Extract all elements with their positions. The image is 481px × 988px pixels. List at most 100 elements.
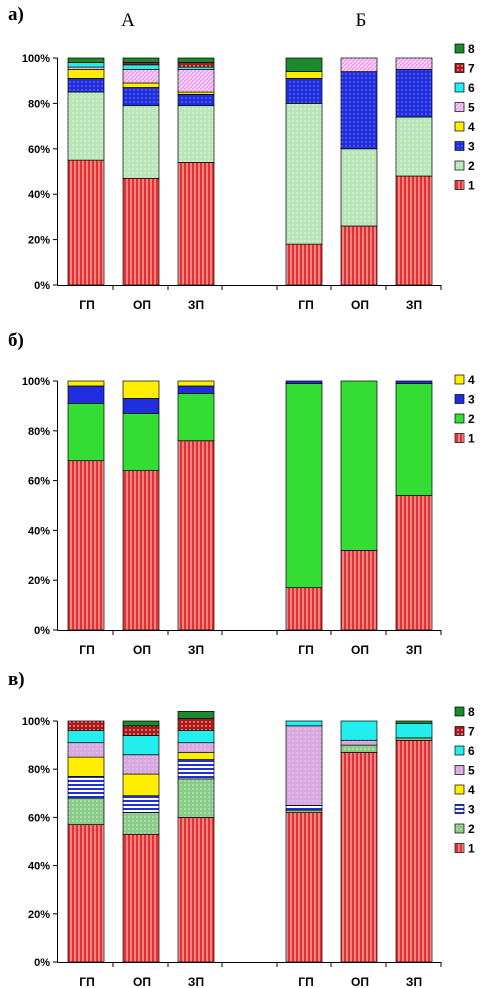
legend-label: 6 bbox=[468, 744, 475, 758]
chart-panel-3: в) 0% 20% 40% 60% 80% 100% ГП ОП ЗП ГП ОП ЗП 8 7 6 5 4 3 2 1 bbox=[8, 669, 475, 988]
category-label: ОП bbox=[133, 975, 151, 988]
legend-swatch-4 bbox=[454, 121, 465, 132]
y-tick-label: 40% bbox=[28, 525, 50, 537]
bar-segment-2 bbox=[177, 105, 215, 163]
bar-segment-4 bbox=[177, 380, 215, 387]
bar-segment-4 bbox=[122, 82, 160, 88]
category-label: ЗП bbox=[188, 643, 204, 657]
bar-segment-5 bbox=[177, 68, 215, 93]
legend-label: 3 bbox=[468, 140, 475, 154]
bar-segment-3 bbox=[67, 776, 105, 799]
bar-segment-4 bbox=[67, 68, 105, 79]
bar-segment-4 bbox=[67, 756, 105, 777]
bar-segment-4 bbox=[122, 380, 160, 399]
y-tick-label: 20% bbox=[28, 235, 50, 247]
y-tick-label: 0% bbox=[34, 957, 50, 969]
bar-segment-5 bbox=[340, 739, 378, 746]
legend-swatch-3 bbox=[454, 141, 465, 151]
legend: 8 7 6 5 4 3 2 1 bbox=[454, 42, 475, 193]
bar-segment-1 bbox=[340, 751, 378, 963]
y-tick-label: 20% bbox=[28, 909, 50, 921]
bar-segment-3 bbox=[395, 68, 433, 118]
bar-segment-7 bbox=[177, 62, 215, 68]
legend-swatch-7 bbox=[454, 63, 465, 73]
bar-segment-6 bbox=[67, 730, 105, 744]
category-label: ЗП bbox=[188, 298, 204, 312]
legend-swatch-3 bbox=[454, 394, 465, 404]
bar-segment-1 bbox=[340, 549, 378, 631]
bar-segment-2 bbox=[395, 116, 433, 177]
y-tick-label: 80% bbox=[28, 764, 50, 776]
panel-label: б) bbox=[8, 330, 24, 351]
bar-segment-1 bbox=[285, 587, 323, 631]
bar-segment-4 bbox=[67, 380, 105, 387]
bar-segment-2 bbox=[177, 393, 215, 442]
bar-segment-2 bbox=[395, 737, 433, 741]
legend-label: 4 bbox=[468, 120, 475, 134]
bar-segment-6 bbox=[177, 730, 215, 744]
bar-segment-2 bbox=[340, 380, 378, 551]
bar-segment-2 bbox=[395, 383, 433, 496]
bar-segment-8 bbox=[122, 720, 160, 727]
category-label: ГП bbox=[298, 643, 313, 657]
bar-segment-7 bbox=[122, 725, 160, 736]
bar-segment-1 bbox=[285, 243, 323, 286]
legend-label: 3 bbox=[468, 803, 475, 817]
bar-segment-2 bbox=[285, 809, 323, 813]
legend-label: 2 bbox=[468, 159, 475, 173]
legend-label: 2 bbox=[468, 822, 475, 836]
legend-label: 2 bbox=[468, 412, 475, 426]
category-label: ГП bbox=[79, 975, 94, 988]
legend-swatch-2 bbox=[454, 413, 465, 424]
bar-segment-2 bbox=[340, 744, 378, 753]
bar-segment-5 bbox=[67, 742, 105, 758]
bar-segment-1 bbox=[122, 833, 160, 963]
group-title: Б bbox=[356, 10, 367, 31]
bar-segment-1 bbox=[177, 162, 215, 286]
y-tick-label: 80% bbox=[28, 98, 50, 110]
legend-label: 8 bbox=[468, 705, 475, 719]
y-tick-label: 100% bbox=[22, 376, 50, 388]
bar-segment-2 bbox=[122, 413, 160, 471]
panel-label: в) bbox=[8, 669, 25, 690]
legend-swatch-3 bbox=[454, 804, 465, 814]
bar-segment-1 bbox=[177, 440, 215, 631]
legend-label: 1 bbox=[468, 842, 475, 856]
category-label: ЗП bbox=[406, 643, 422, 657]
bar-segment-2 bbox=[285, 383, 323, 589]
category-label: ОП bbox=[133, 643, 151, 657]
bar-segment-6 bbox=[122, 735, 160, 756]
bar-segment-1 bbox=[395, 495, 433, 631]
y-tick-label: 60% bbox=[28, 812, 50, 824]
bar-segment-4 bbox=[122, 773, 160, 797]
bar-segment-1 bbox=[122, 177, 160, 286]
bar-segment-1 bbox=[122, 470, 160, 631]
category-label: ГП bbox=[79, 643, 94, 657]
category-label: ГП bbox=[298, 298, 313, 312]
legend-label: 8 bbox=[468, 42, 475, 56]
legend-swatch-4 bbox=[454, 784, 465, 795]
bar-segment-3 bbox=[122, 398, 160, 414]
bar-segment-6 bbox=[285, 720, 323, 727]
category-label: ОП bbox=[351, 298, 369, 312]
chart-panel-2: б) 0% 20% 40% 60% 80% 100% ГП ОП ЗП ГП ОП ЗП 4 3 2 1 bbox=[8, 330, 475, 657]
legend-swatch-8 bbox=[454, 43, 465, 54]
bar-segment-8 bbox=[395, 720, 433, 724]
y-tick-label: 40% bbox=[28, 861, 50, 873]
bar-segment-1 bbox=[395, 175, 433, 286]
legend-swatch-5 bbox=[454, 102, 465, 112]
category-label: ГП bbox=[298, 975, 313, 988]
legend-label: 4 bbox=[468, 783, 475, 797]
bar-segment-2 bbox=[122, 812, 160, 835]
bar-segment-5 bbox=[177, 742, 215, 753]
bar-segment-2 bbox=[67, 403, 105, 462]
y-tick-label: 40% bbox=[28, 189, 50, 201]
bar-segment-6 bbox=[67, 62, 105, 68]
category-label: ЗП bbox=[406, 298, 422, 312]
bar-segment-8 bbox=[122, 57, 160, 63]
bar-segment-1 bbox=[67, 159, 105, 286]
legend-swatch-5 bbox=[454, 765, 465, 775]
bar-segment-2 bbox=[340, 148, 378, 227]
legend: 4 3 2 1 bbox=[454, 373, 475, 446]
